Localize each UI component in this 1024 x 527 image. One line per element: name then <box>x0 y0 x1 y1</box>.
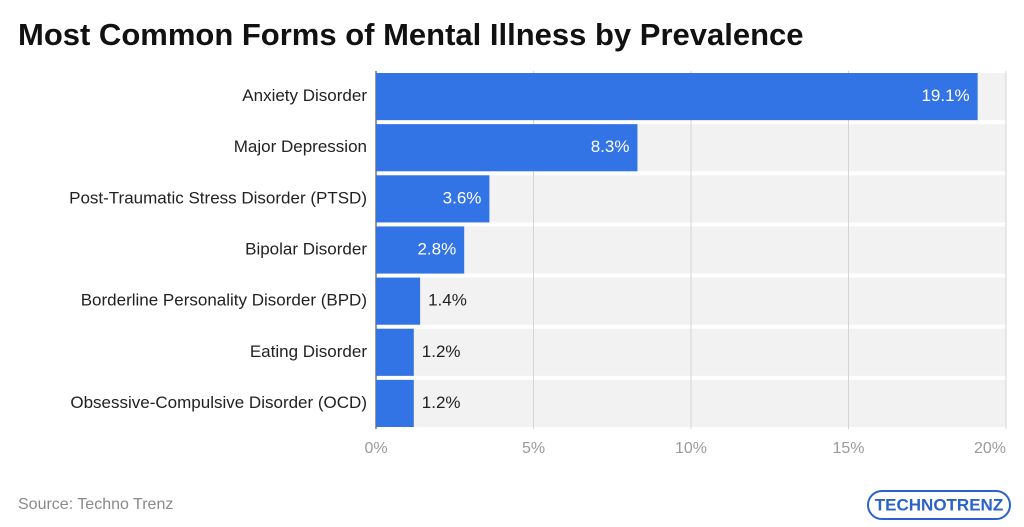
value-label: 8.3% <box>591 137 630 156</box>
y-tick-label: Eating Disorder <box>250 342 368 361</box>
y-tick-label: Anxiety Disorder <box>242 86 367 105</box>
value-label: 1.2% <box>422 342 461 361</box>
bar <box>376 226 465 274</box>
value-label: 1.4% <box>428 291 467 310</box>
y-tick-label: Borderline Personality Disorder (BPD) <box>81 291 367 310</box>
y-tick-label: Major Depression <box>234 137 367 156</box>
bar <box>376 124 638 172</box>
y-tick-label: Bipolar Disorder <box>245 239 367 258</box>
value-label: 19.1% <box>921 86 969 105</box>
bar <box>376 73 978 121</box>
x-tick-label: 5% <box>522 440 545 457</box>
x-tick-label: 15% <box>832 440 864 457</box>
x-tick-label: 10% <box>675 440 707 457</box>
logo-frame <box>867 490 1011 520</box>
y-tick-label: Post-Traumatic Stress Disorder (PTSD) <box>69 188 367 207</box>
x-tick-label: 20% <box>974 440 1006 457</box>
logo: TECHNOTRENZ <box>875 495 1003 514</box>
chart-title: Most Common Forms of Mental Illness by P… <box>18 17 804 52</box>
source: Source: Techno Trenz <box>18 496 173 513</box>
bar <box>376 277 421 325</box>
value-label: 1.2% <box>422 393 461 412</box>
value-label: 2.8% <box>417 239 456 258</box>
bar <box>376 328 414 376</box>
bar <box>376 175 490 223</box>
value-label: 3.6% <box>443 188 482 207</box>
x-tick-label: 0% <box>364 440 387 457</box>
y-tick-label: Obsessive-Compulsive Disorder (OCD) <box>70 393 367 412</box>
bar <box>376 379 414 427</box>
